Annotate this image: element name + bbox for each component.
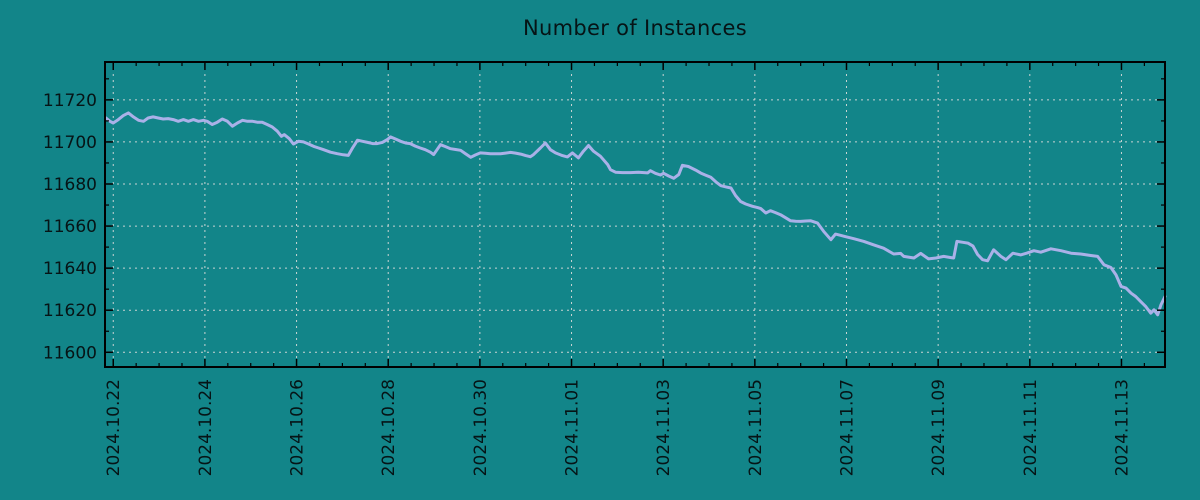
y-tick-label: 11620 [43,301,97,321]
x-tick-label: 2024.11.09 [929,379,949,476]
y-tick-label: 11640 [43,259,97,279]
y-tick-label: 11700 [43,133,97,153]
y-tick-label: 11660 [43,217,97,237]
x-tick-label: 2024.11.11 [1021,379,1041,476]
x-tick-label: 2024.11.07 [838,379,858,476]
data-line [104,111,1167,317]
x-tick-label: 2024.11.05 [746,379,766,476]
x-tick-label: 2024.11.03 [654,379,674,476]
x-tick-label: 2024.11.13 [1113,379,1133,476]
x-tick-label: 2024.10.22 [104,379,124,476]
x-tick-label: 2024.10.28 [379,379,399,476]
x-tick-label: 2024.10.30 [471,379,491,476]
chart-title: Number of Instances [523,16,747,40]
y-tick-label: 11720 [43,91,97,111]
y-tick-label: 11680 [43,175,97,195]
x-tick-label: 2024.10.24 [196,379,216,476]
y-tick-label: 11600 [43,343,97,363]
x-tick-label: 2024.11.01 [563,379,583,476]
plot-border [104,61,1166,368]
x-tick-label: 2024.10.26 [288,379,308,476]
